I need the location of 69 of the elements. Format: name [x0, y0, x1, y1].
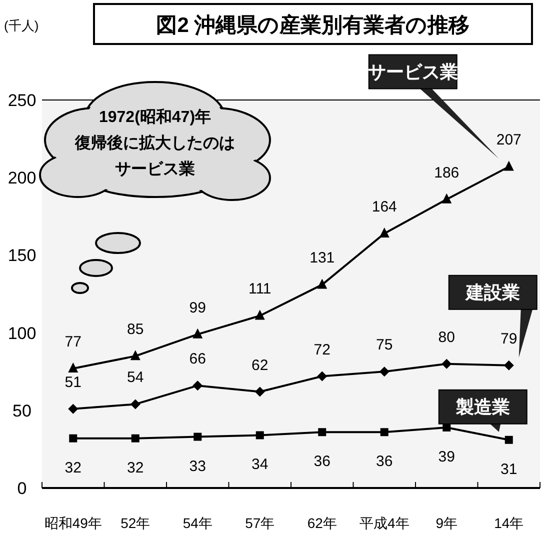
data-label: 39	[438, 448, 455, 466]
y-tick-label: 100	[8, 324, 36, 343]
point	[69, 434, 78, 442]
point	[256, 431, 264, 440]
point	[504, 436, 513, 444]
annotation: 復帰後に拡大したのは	[74, 134, 235, 152]
data-label: 85	[127, 321, 144, 338]
point	[317, 278, 328, 289]
point	[504, 160, 514, 171]
data-label: 99	[189, 299, 206, 316]
data-label: 51	[64, 374, 82, 391]
y-tick-label: 150	[8, 246, 36, 266]
y-tick-label: 250	[8, 90, 36, 110]
point	[131, 434, 140, 442]
data-label: 164	[372, 198, 397, 216]
point	[318, 428, 326, 436]
point	[379, 227, 390, 238]
point	[68, 362, 78, 372]
data-label: 31	[500, 460, 518, 478]
data-label: 186	[434, 164, 460, 182]
data-label: 131	[310, 250, 335, 267]
data-label: 79	[500, 330, 518, 348]
x-tick-label: 57年	[245, 515, 275, 531]
annotation: 1972(昭和47)年	[98, 108, 212, 126]
series-label: 製造業	[454, 397, 510, 418]
chart-title: 図2 沖縄県の産業別有業者の推移	[156, 13, 470, 37]
text: (千人)	[4, 18, 39, 33]
x-tick-label: 平成4年	[359, 515, 410, 531]
data-label: 80	[438, 328, 455, 346]
data-label: 207	[496, 132, 522, 149]
y-tick-label: 0	[17, 478, 27, 498]
point	[254, 310, 265, 320]
x-tick-label: 昭和49年	[44, 515, 102, 531]
data-label: 32	[127, 459, 144, 476]
point	[442, 193, 452, 204]
text: サービス業	[368, 62, 458, 82]
y-tick-label: 50	[12, 401, 32, 420]
data-label: 75	[376, 336, 393, 354]
point	[254, 386, 265, 397]
data-label: 77	[64, 333, 82, 350]
data-label: 72	[314, 341, 330, 358]
point	[317, 371, 328, 382]
data-label: 34	[252, 456, 268, 474]
point	[192, 380, 203, 391]
annotation: サービス業	[115, 160, 195, 178]
point	[68, 404, 78, 414]
point	[130, 399, 140, 410]
point	[379, 366, 390, 377]
data-label: 33	[189, 458, 206, 475]
data-label: 66	[189, 350, 206, 368]
point	[380, 428, 388, 436]
x-tick-label: 14年	[494, 515, 524, 531]
data-label: 36	[376, 453, 393, 470]
data-label: 36	[314, 453, 330, 470]
point	[194, 432, 202, 441]
x-tick-label: 54年	[182, 515, 212, 531]
x-tick-label: 52年	[120, 515, 150, 531]
point	[504, 360, 514, 370]
y-tick-label: 200	[8, 168, 36, 188]
point	[130, 350, 140, 360]
data-label: 54	[127, 369, 144, 386]
text: 建設業	[464, 282, 520, 303]
data-label: 111	[248, 280, 272, 298]
x-tick-label: 9年	[436, 515, 458, 531]
point	[442, 358, 452, 369]
point	[192, 328, 203, 338]
x-tick-label: 62年	[307, 515, 337, 531]
data-label: 32	[64, 459, 82, 476]
data-label: 62	[252, 356, 268, 374]
